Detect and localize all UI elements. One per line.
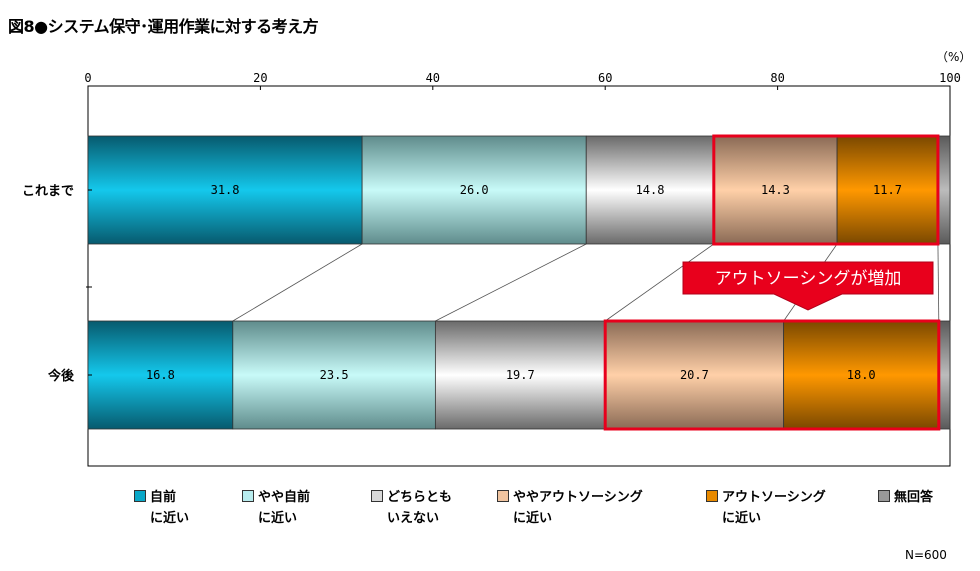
bar-segment	[585, 135, 715, 245]
connector-line	[937, 243, 940, 322]
sample-size-label: N=600	[905, 548, 947, 562]
highlight-box	[712, 134, 940, 246]
bar-segment	[87, 135, 363, 245]
data-label: 11.7	[873, 183, 902, 197]
legend-item-somewhat-self: やや自前 に近い	[242, 487, 310, 529]
legend-label-line2: に近い	[722, 511, 762, 526]
bar-segment	[232, 320, 436, 430]
legend-item-neutral: どちらとも いえない	[371, 487, 452, 529]
x-tick-label: 0	[84, 71, 91, 85]
callout-arrow-shape	[682, 261, 934, 311]
legend-label-line2: に近い	[150, 511, 190, 526]
legend-label: やや自前	[258, 490, 311, 505]
x-tick-label: 100	[939, 71, 961, 85]
bar-segment	[434, 320, 606, 430]
bar-segment	[836, 135, 939, 245]
bar-segment	[713, 135, 838, 245]
category-label: これまで	[22, 184, 74, 199]
bar-segment	[604, 320, 785, 430]
data-label: 14.8	[636, 183, 665, 197]
x-tick-label: 80	[770, 71, 784, 85]
legend-item-self: 自前 に近い	[134, 487, 189, 529]
data-label: 20.7	[680, 368, 709, 382]
connector-line	[232, 243, 363, 322]
category-label: 今後	[47, 368, 75, 384]
callout-text: アウトソーシングが増加	[715, 269, 902, 289]
figure-title: 図8●システム保守･運用作業に対する考え方	[8, 17, 319, 36]
data-label: 18.0	[847, 368, 876, 382]
legend-item-somewhat-outsourcing: ややアウトソーシング に近い	[497, 487, 643, 529]
bar-segment	[361, 135, 587, 245]
connector-line	[604, 243, 715, 322]
bar-segment	[938, 320, 951, 430]
legend-label: 無回答	[894, 490, 934, 505]
highlight-box	[603, 319, 941, 431]
unit-label: （%）	[936, 50, 972, 64]
legend-swatch	[134, 490, 146, 502]
legend-swatch	[878, 490, 890, 502]
data-label: 31.8	[211, 183, 240, 197]
legend-item-outsourcing: アウトソーシング に近い	[706, 487, 826, 529]
callout-arrow: アウトソーシングが増加	[682, 261, 934, 311]
legend-label-line2: に近い	[513, 511, 553, 526]
legend-label: ややアウトソーシング	[513, 490, 643, 505]
x-tick-label: 40	[426, 71, 440, 85]
legend-label: アウトソーシング	[722, 490, 826, 505]
data-label: 14.3	[761, 183, 790, 197]
x-tick-label: 20	[253, 71, 267, 85]
connector-line	[435, 243, 587, 322]
legend-item-no-answer: 無回答	[878, 487, 933, 508]
x-tick-label: 60	[598, 71, 612, 85]
legend-label-line2: いえない	[387, 511, 440, 526]
data-label: 19.7	[506, 368, 535, 382]
bar-segment	[937, 135, 951, 245]
legend-label-line2: に近い	[258, 511, 298, 526]
legend-label: どちらとも	[387, 490, 453, 505]
legend-label: 自前	[150, 490, 177, 505]
bar-segment	[87, 320, 234, 430]
legend-swatch	[371, 490, 383, 502]
data-label: 16.8	[146, 368, 175, 382]
legend-swatch	[706, 490, 718, 502]
legend-swatch	[242, 490, 254, 502]
legend-swatch	[497, 490, 509, 502]
bar-segment	[783, 320, 940, 430]
data-label: 23.5	[320, 368, 349, 382]
data-label: 26.0	[460, 183, 489, 197]
